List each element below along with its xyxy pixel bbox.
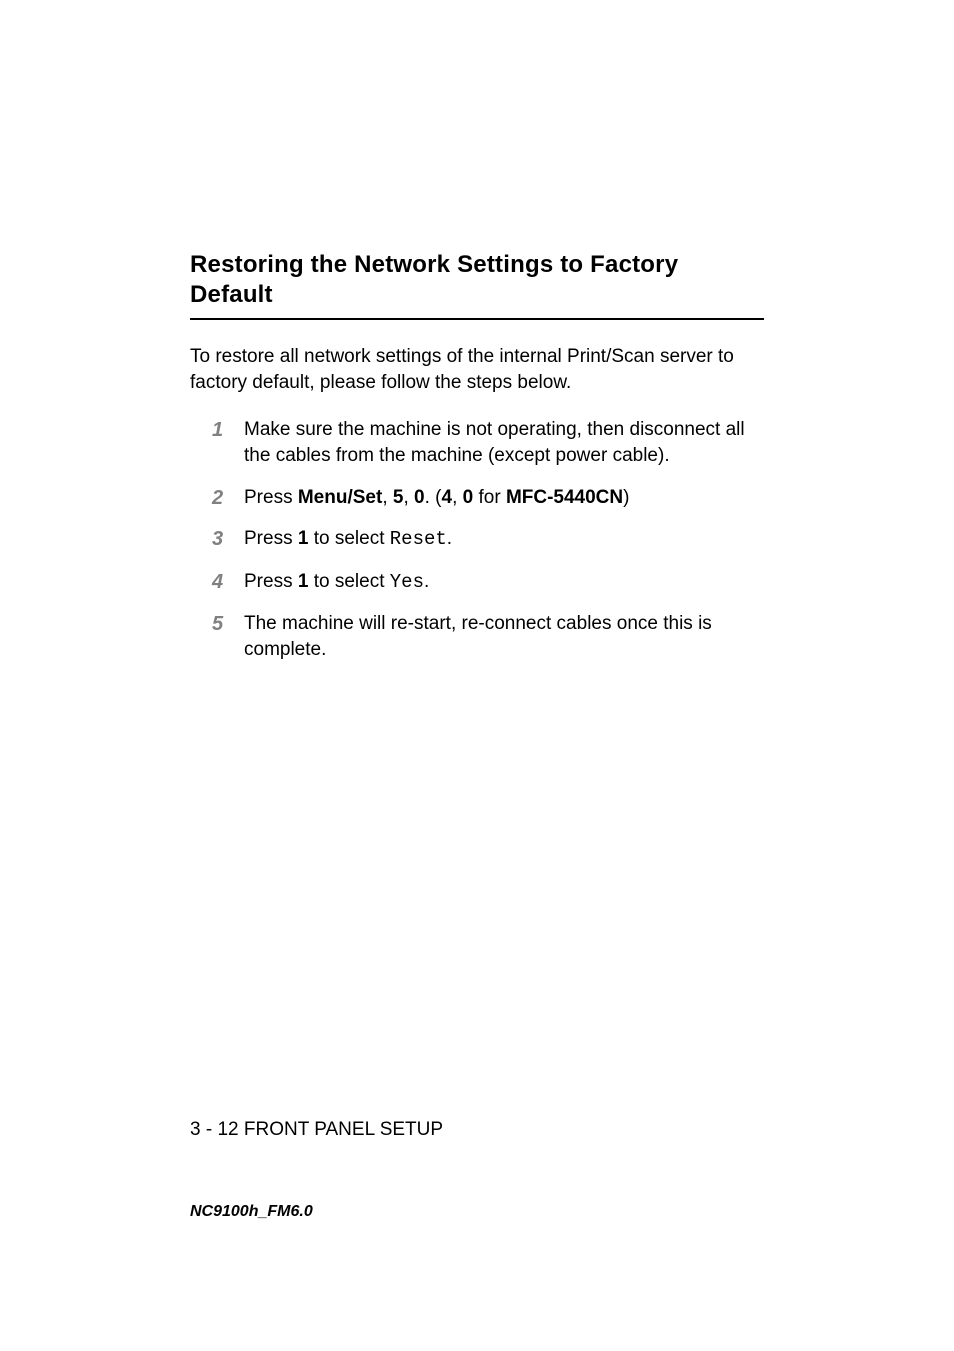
step-number: 4	[212, 569, 223, 596]
text-run: . (	[425, 487, 442, 508]
step-4: 4 Press 1 to select Yes.	[212, 569, 764, 596]
step-number: 1	[212, 417, 223, 444]
step-text: Press 1 to select Reset.	[244, 528, 452, 549]
key-0: 0	[414, 487, 425, 508]
key-4: 4	[441, 487, 452, 508]
step-text: Press Menu/Set, 5, 0. (4, 0 for MFC-5440…	[244, 487, 629, 508]
text-run: )	[623, 487, 629, 508]
text-run: Press	[244, 487, 298, 508]
step-text: Make sure the machine is not operating, …	[244, 419, 745, 466]
text-run: to select	[308, 571, 389, 592]
section-heading: Restoring the Network Settings to Factor…	[190, 250, 764, 310]
display-text-yes: Yes	[390, 571, 424, 593]
step-3: 3 Press 1 to select Reset.	[212, 526, 764, 553]
step-text: Press 1 to select Yes.	[244, 571, 429, 592]
step-number: 5	[212, 611, 223, 638]
text-run: .	[447, 528, 452, 549]
text-run: Press	[244, 571, 298, 592]
key-0b: 0	[463, 487, 474, 508]
text-run: to select	[308, 528, 389, 549]
text-run: for	[473, 487, 506, 508]
model-name: MFC-5440CN	[506, 487, 623, 508]
step-number: 2	[212, 485, 223, 512]
text-run: .	[424, 571, 429, 592]
intro-paragraph: To restore all network settings of the i…	[190, 344, 764, 395]
key-1: 1	[298, 528, 309, 549]
document-code: NC9100h_FM6.0	[190, 1203, 313, 1221]
text-run: Press	[244, 528, 298, 549]
page-footer: 3 - 12 FRONT PANEL SETUP	[190, 1119, 443, 1141]
text-run: ,	[452, 487, 463, 508]
step-1: 1 Make sure the machine is not operating…	[212, 417, 764, 468]
step-5: 5 The machine will re-start, re-connect …	[212, 611, 764, 662]
document-page: Restoring the Network Settings to Factor…	[0, 0, 954, 1351]
text-run: ,	[382, 487, 393, 508]
key-5: 5	[393, 487, 404, 508]
step-2: 2 Press Menu/Set, 5, 0. (4, 0 for MFC-54…	[212, 485, 764, 511]
heading-rule	[190, 318, 764, 320]
step-number: 3	[212, 526, 223, 553]
steps-list: 1 Make sure the machine is not operating…	[190, 417, 764, 662]
display-text-reset: Reset	[390, 528, 447, 550]
key-1: 1	[298, 571, 309, 592]
step-text: The machine will re-start, re-connect ca…	[244, 613, 712, 660]
text-run: ,	[403, 487, 414, 508]
key-menu-set: Menu/Set	[298, 487, 382, 508]
